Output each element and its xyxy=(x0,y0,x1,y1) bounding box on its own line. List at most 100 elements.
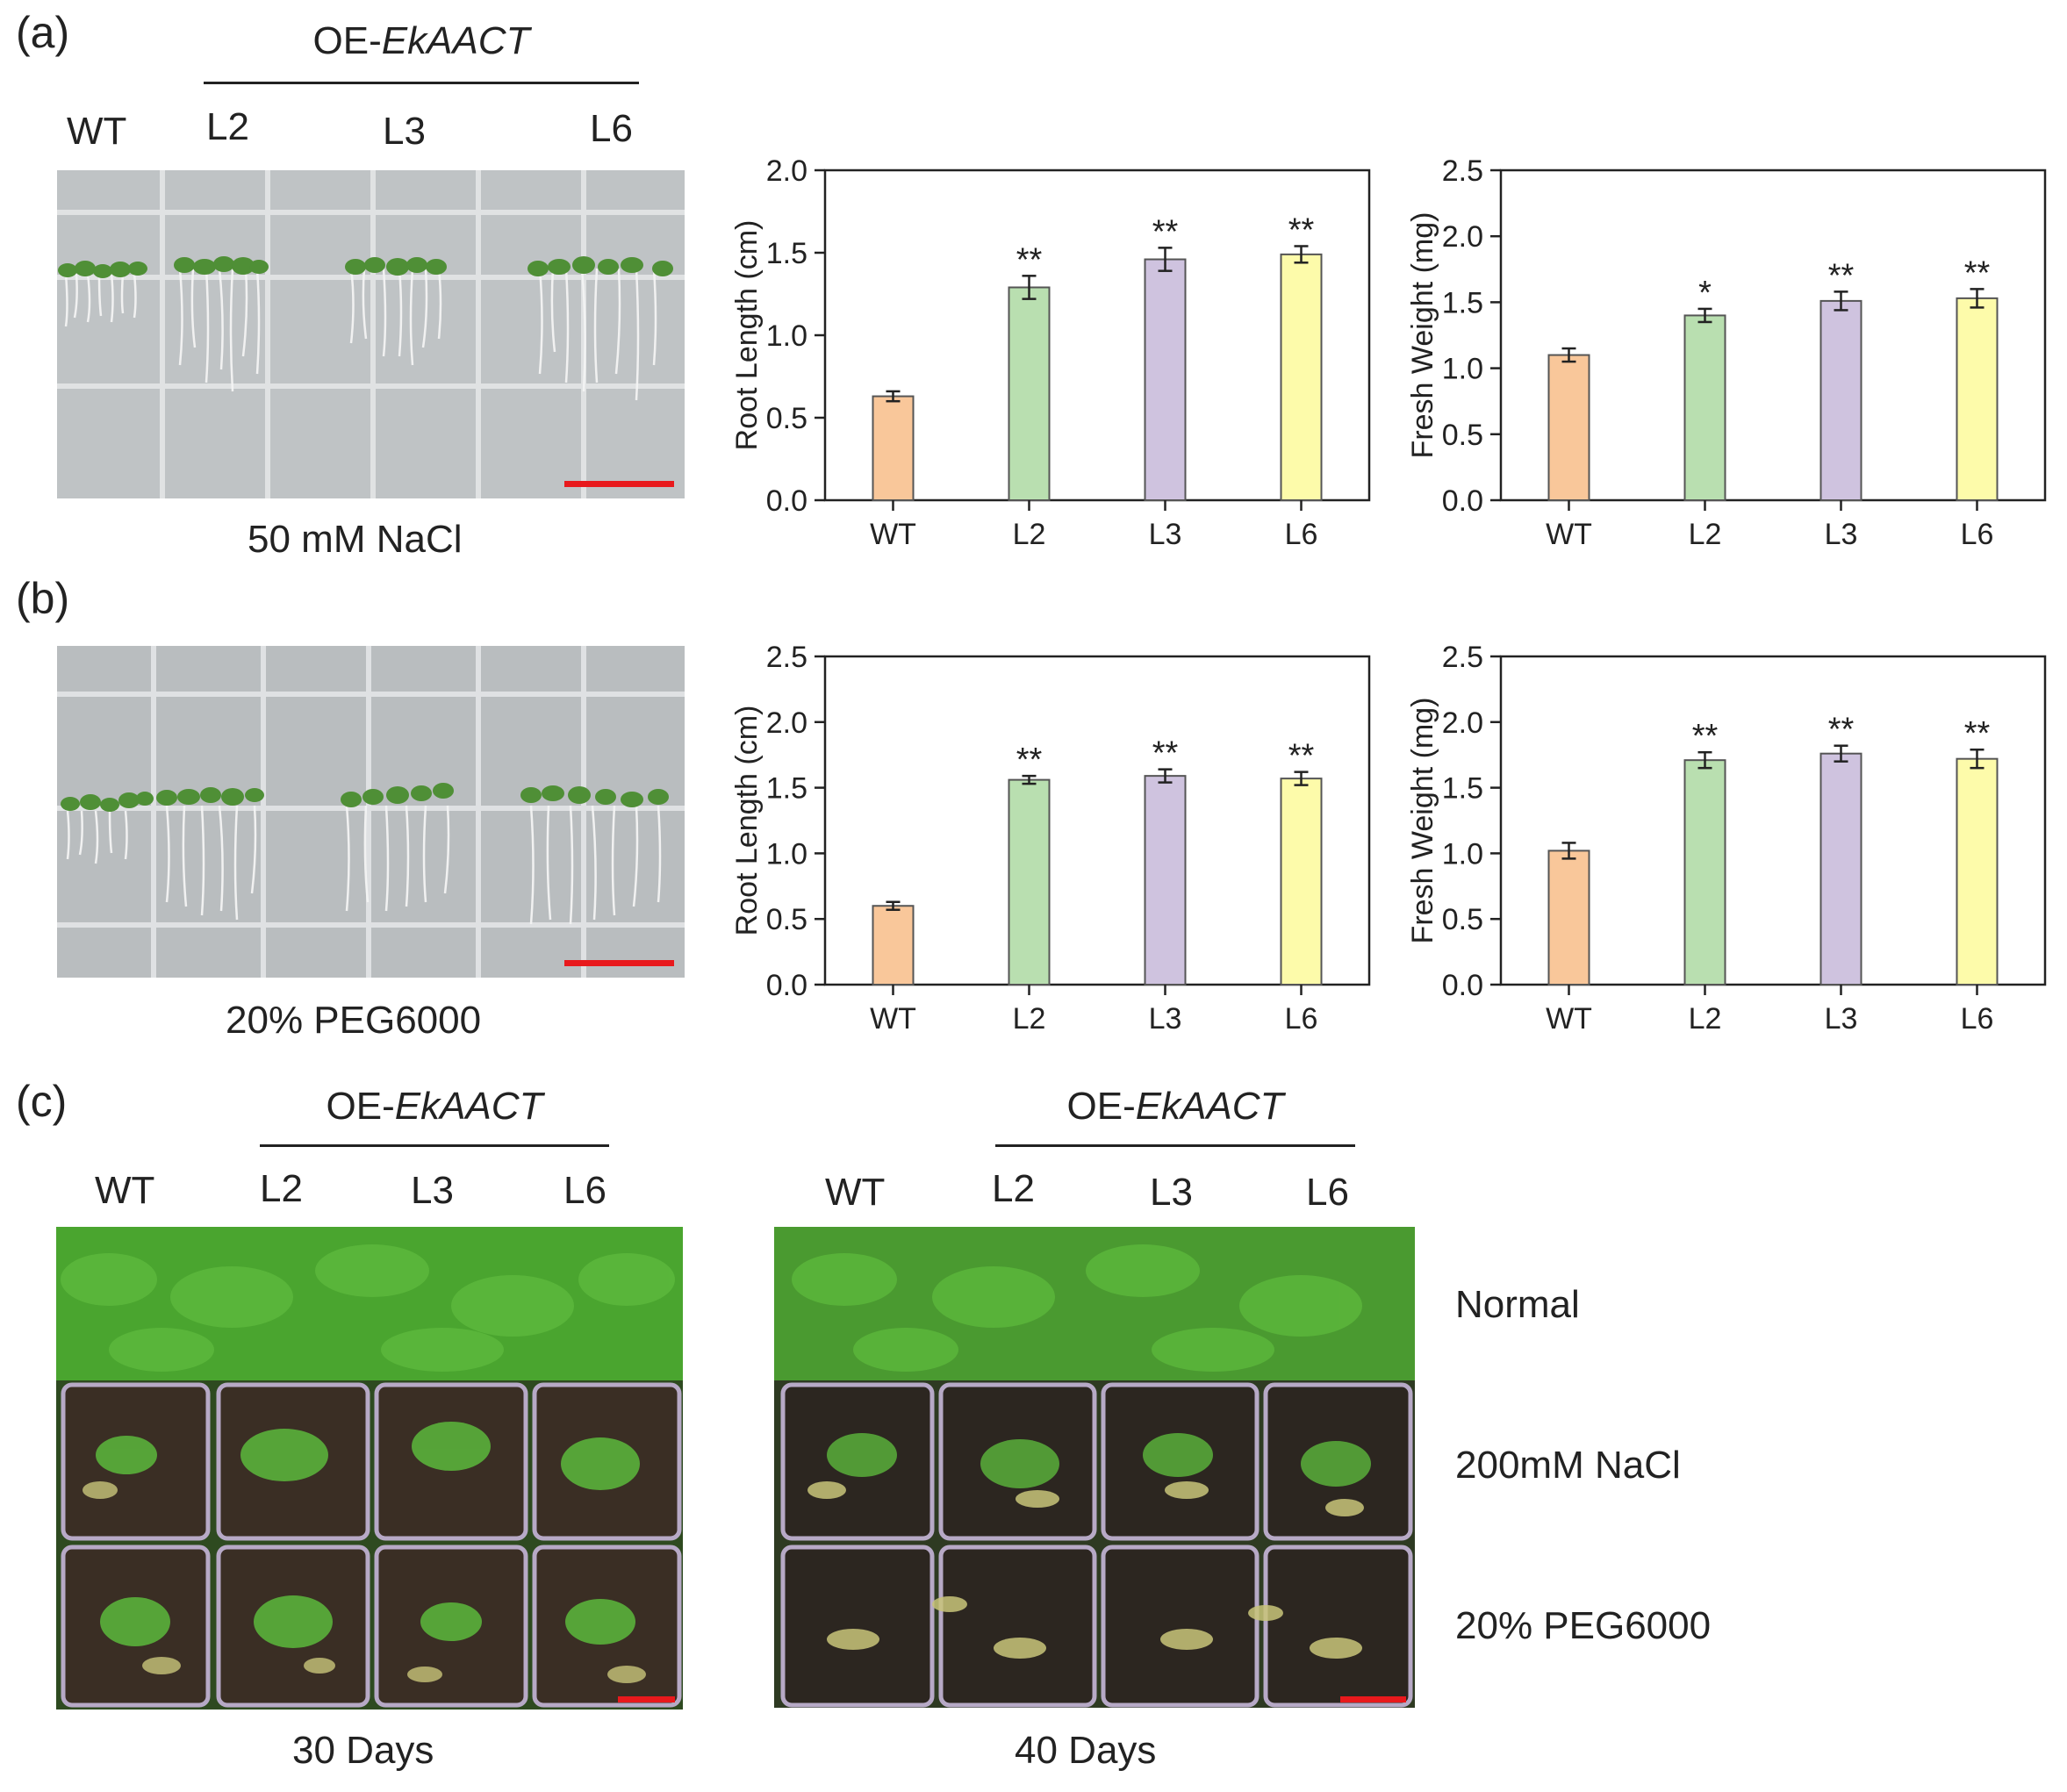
significance-marker: ** xyxy=(1152,213,1179,250)
significance-marker: ** xyxy=(1828,257,1855,294)
condition-caption-a: 50 mM NaCl xyxy=(248,518,463,561)
y-tick-label: 1.5 xyxy=(1442,286,1483,319)
bar-l3 xyxy=(1144,775,1187,986)
significance-marker: ** xyxy=(1964,715,1991,752)
line-label-wt-c-right: WT xyxy=(825,1171,886,1214)
line-label-l6-a: L6 xyxy=(590,107,633,150)
y-tick-label: 1.0 xyxy=(1442,837,1483,871)
y-tick-label: 0.5 xyxy=(1442,419,1483,452)
row-label-nacl: 200mM NaCl xyxy=(1455,1444,1681,1487)
row-label-normal: Normal xyxy=(1455,1283,1580,1326)
y-tick-label: 1.5 xyxy=(766,772,807,806)
significance-marker: * xyxy=(1698,275,1712,312)
seedling-plate-photo-b xyxy=(57,646,685,978)
line-label-l2-c-left: L2 xyxy=(260,1167,303,1210)
bar-l2 xyxy=(1683,759,1726,986)
line-label-wt-a: WT xyxy=(67,110,127,153)
y-tick-label: 1.0 xyxy=(1442,353,1483,386)
bar-l2 xyxy=(1008,778,1051,986)
y-axis-label: Fresh Weight (mg) xyxy=(1406,212,1439,459)
scale-bar-b xyxy=(564,960,674,966)
oe-gene: EkAACT xyxy=(394,1085,543,1128)
y-tick-label: 2.0 xyxy=(766,154,807,188)
oe-gene: EkAACT xyxy=(381,19,530,62)
plot-frame xyxy=(823,655,1371,986)
plot-frame xyxy=(1499,655,2047,986)
panel-label-a: (a) xyxy=(16,8,70,57)
y-tick-label: 0.0 xyxy=(766,484,807,518)
significance-marker: ** xyxy=(1152,735,1179,772)
y-tick-label: 0.0 xyxy=(1442,969,1483,1002)
scale-bar-c-left xyxy=(618,1696,675,1702)
oe-prefix: OE- xyxy=(1066,1085,1136,1128)
oe-label-c-left: OE-EkAACT xyxy=(259,1085,610,1129)
significance-marker: ** xyxy=(1016,241,1043,278)
line-label-l2-c-right: L2 xyxy=(992,1167,1035,1210)
x-tick-label: WT xyxy=(870,1002,916,1036)
y-tick-label: 1.0 xyxy=(766,319,807,353)
bar-l3 xyxy=(1819,299,1862,501)
line-label-l3-c-left: L3 xyxy=(411,1169,454,1212)
significance-marker: ** xyxy=(1016,742,1043,778)
condition-caption-40-days: 40 Days xyxy=(1015,1729,1157,1772)
bar-l2 xyxy=(1683,314,1726,501)
bar-l6 xyxy=(1280,253,1323,501)
bar-l6 xyxy=(1956,757,1999,986)
y-axis-label: Fresh Weight (mg) xyxy=(1406,698,1439,944)
x-tick-label: WT xyxy=(870,518,916,551)
x-tick-label: L6 xyxy=(1961,518,1994,551)
x-tick-label: L3 xyxy=(1149,1002,1182,1036)
oe-prefix: OE- xyxy=(326,1085,395,1128)
bar-wt xyxy=(1547,354,1590,501)
y-tick-label: 2.0 xyxy=(1442,220,1483,254)
y-tick-label: 2.5 xyxy=(766,641,807,674)
x-tick-label: L6 xyxy=(1285,1002,1318,1036)
scale-bar-c-right xyxy=(1340,1696,1406,1702)
x-tick-label: L6 xyxy=(1961,1002,1994,1036)
y-tick-label: 1.0 xyxy=(766,837,807,871)
oe-gene: EkAACT xyxy=(1135,1085,1284,1128)
y-tick-label: 2.5 xyxy=(1442,641,1483,674)
x-tick-label: L2 xyxy=(1689,1002,1722,1036)
significance-marker: ** xyxy=(1964,254,1991,291)
panel-label-c: (c) xyxy=(16,1077,68,1126)
x-tick-label: WT xyxy=(1546,518,1592,551)
bar-l3 xyxy=(1819,752,1862,986)
bar-wt xyxy=(872,905,915,986)
oe-label-c-right: OE-EkAACT xyxy=(995,1085,1355,1129)
condition-caption-b: 20% PEG6000 xyxy=(226,999,482,1042)
y-tick-label: 0.5 xyxy=(766,903,807,936)
oe-label-a: OE-EkAACT xyxy=(202,19,641,63)
y-tick-label: 2.0 xyxy=(1442,706,1483,740)
significance-marker: ** xyxy=(1288,738,1315,775)
oe-prefix: OE- xyxy=(312,19,382,62)
x-tick-label: L2 xyxy=(1013,1002,1046,1036)
row-label-peg: 20% PEG6000 xyxy=(1455,1604,1712,1647)
x-tick-label: L3 xyxy=(1149,518,1182,551)
significance-marker: ** xyxy=(1288,211,1315,248)
bar-l2 xyxy=(1008,286,1051,501)
y-tick-label: 0.5 xyxy=(1442,903,1483,936)
line-label-l2-a: L2 xyxy=(206,105,249,148)
y-tick-label: 2.5 xyxy=(1442,154,1483,188)
bar-l6 xyxy=(1280,778,1323,986)
oe-bracket-line-c-left xyxy=(260,1144,609,1147)
y-tick-label: 1.5 xyxy=(1442,772,1483,806)
line-label-l6-c-left: L6 xyxy=(563,1169,606,1212)
bar-l6 xyxy=(1956,297,1999,501)
seedling-plate-photo-a xyxy=(57,170,685,498)
potted-plants-photo-30-days xyxy=(56,1227,683,1710)
y-axis-label: Root Length (cm) xyxy=(730,706,764,936)
scale-bar-a xyxy=(564,481,674,487)
oe-bracket-line-c-right xyxy=(995,1144,1355,1147)
y-tick-label: 0.0 xyxy=(766,969,807,1002)
potted-plants-photo-40-days xyxy=(774,1227,1415,1708)
y-tick-label: 0.0 xyxy=(1442,484,1483,518)
condition-caption-30-days: 30 Days xyxy=(292,1729,434,1772)
y-tick-label: 2.0 xyxy=(766,706,807,740)
bar-l3 xyxy=(1144,258,1187,502)
